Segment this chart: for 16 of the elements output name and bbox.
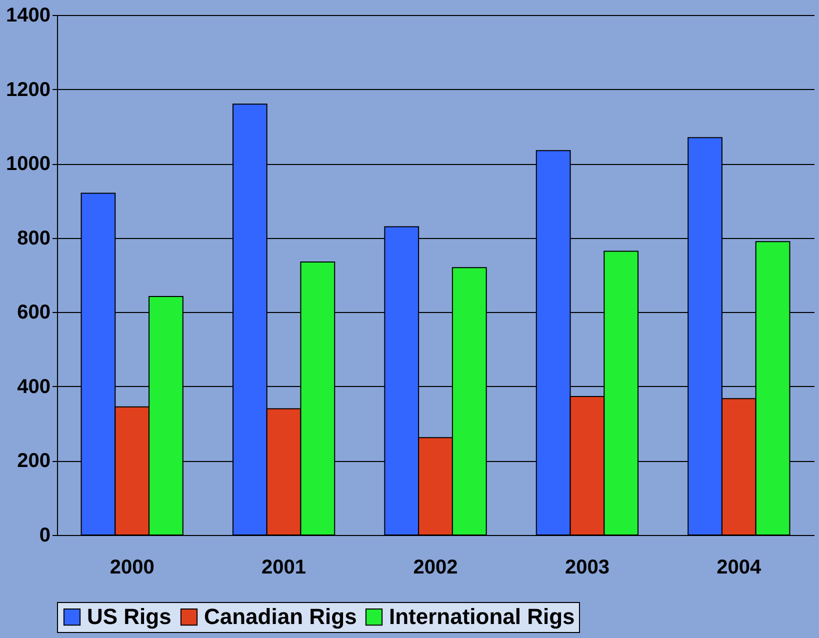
legend-label: Canadian Rigs <box>204 604 357 629</box>
x-tick-label: 2000 <box>110 556 154 578</box>
y-tick-label: 1000 <box>6 153 50 176</box>
y-tick-label: 1400 <box>6 4 50 26</box>
y-tick-label: 0 <box>39 524 50 546</box>
x-tick-label: 2002 <box>413 556 458 578</box>
y-tick-label: 600 <box>17 302 50 324</box>
legend-label: International Rigs <box>389 604 575 629</box>
y-tick-label: 400 <box>17 376 50 398</box>
x-tick-label: 2004 <box>716 556 762 578</box>
x-tick-label: 2003 <box>564 556 610 578</box>
legend-label: US Rigs <box>87 604 172 629</box>
x-tick-label: 2001 <box>262 556 306 578</box>
y-tick-label: 1200 <box>6 78 50 101</box>
y-tick-label: 800 <box>17 227 50 250</box>
y-tick-label: 200 <box>17 450 50 472</box>
